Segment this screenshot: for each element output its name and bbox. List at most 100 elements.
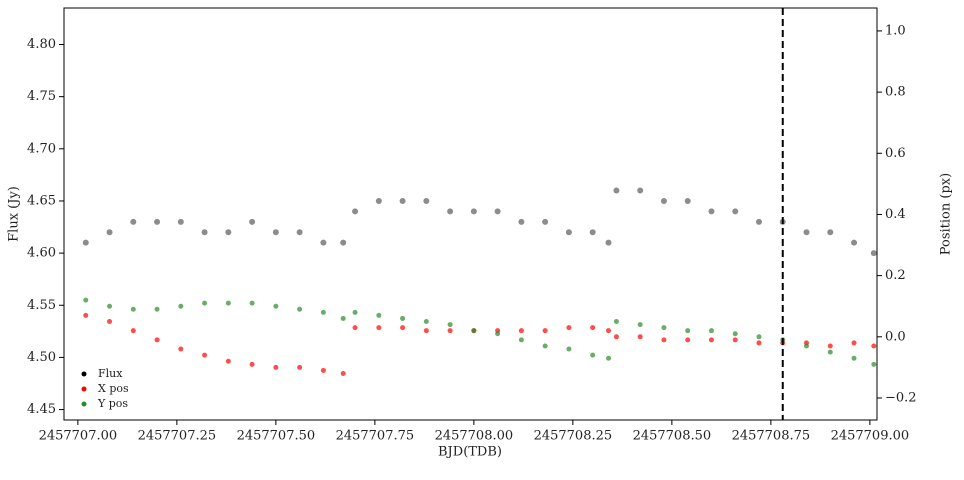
point	[732, 208, 739, 215]
point	[352, 325, 358, 331]
point	[273, 364, 279, 370]
point	[107, 319, 113, 325]
x-tick-label: 2457709.00	[831, 429, 910, 444]
x-tick-label: 2457708.00	[435, 429, 514, 444]
point	[542, 218, 549, 225]
point	[470, 208, 477, 215]
point	[177, 218, 184, 225]
point	[566, 346, 572, 352]
point	[130, 306, 136, 312]
point	[320, 367, 326, 373]
x-tick-label: 2457707.50	[237, 429, 316, 444]
point	[606, 355, 612, 361]
point	[708, 328, 714, 334]
point	[518, 337, 524, 343]
legend-marker	[81, 386, 87, 392]
y-tick-label: 4.65	[27, 193, 56, 208]
y-tick-label: 4.45	[27, 402, 56, 417]
point	[494, 208, 501, 215]
point	[272, 229, 279, 236]
point	[613, 187, 620, 194]
point	[685, 337, 691, 343]
point	[871, 343, 877, 349]
y-tick-label: 4.55	[27, 298, 56, 313]
point	[83, 297, 89, 303]
x-tick-label: 2457708.75	[732, 429, 811, 444]
y-tick-label: 4.75	[27, 89, 56, 104]
legend-label: X pos	[98, 382, 129, 395]
y2-tick-label: 0.6	[885, 146, 906, 161]
point	[202, 300, 208, 306]
point	[589, 229, 596, 236]
point	[178, 303, 184, 309]
point	[202, 352, 208, 358]
legend-marker	[81, 401, 87, 407]
point	[423, 328, 429, 334]
point	[495, 331, 501, 337]
point	[605, 239, 612, 246]
point	[851, 340, 857, 346]
point	[400, 325, 406, 331]
point	[376, 312, 382, 318]
point	[107, 303, 113, 309]
point	[249, 218, 256, 225]
point	[804, 343, 810, 349]
x-tick-label: 2457708.50	[633, 429, 712, 444]
x-tick-label: 2457707.75	[336, 429, 415, 444]
point	[178, 346, 184, 352]
x-tick-label: 2457707.00	[39, 429, 118, 444]
point	[471, 328, 477, 334]
point	[870, 250, 877, 257]
point	[447, 328, 453, 334]
point	[447, 208, 454, 215]
point	[851, 239, 858, 246]
point	[566, 325, 572, 331]
point	[352, 309, 358, 315]
point	[130, 328, 136, 334]
point	[82, 239, 89, 246]
point	[613, 334, 619, 340]
point	[637, 187, 644, 194]
y2-tick-label: 0.2	[885, 268, 906, 283]
point	[827, 229, 834, 236]
point	[756, 340, 762, 346]
point	[225, 300, 231, 306]
y-tick-label: 4.50	[27, 350, 56, 365]
point	[732, 331, 738, 337]
point	[399, 197, 406, 204]
point	[542, 328, 548, 334]
point	[154, 218, 161, 225]
point	[708, 337, 714, 343]
point	[273, 303, 279, 309]
y-tick-label: 4.60	[27, 246, 56, 261]
point	[732, 337, 738, 343]
x-tick-label: 2457708.25	[534, 429, 613, 444]
point	[871, 361, 877, 367]
point	[590, 325, 596, 331]
point	[613, 319, 619, 325]
point	[340, 371, 346, 377]
point	[827, 343, 833, 349]
point	[606, 328, 612, 334]
point	[249, 300, 255, 306]
point	[83, 312, 89, 318]
y-axis-label: Flux (Jy)	[7, 186, 22, 242]
y2-tick-label: 0.8	[885, 85, 906, 100]
legend-label: Flux	[98, 367, 123, 380]
point	[756, 334, 762, 340]
point	[400, 315, 406, 321]
point	[684, 197, 691, 204]
point	[708, 208, 715, 215]
point	[106, 229, 113, 236]
point	[154, 337, 160, 343]
y2-axis-label: Position (px)	[939, 173, 954, 255]
legend-label: Y pos	[97, 397, 128, 410]
point	[201, 229, 208, 236]
point	[685, 328, 691, 334]
point	[423, 197, 430, 204]
legend-marker	[81, 371, 87, 377]
point	[590, 352, 596, 358]
point	[352, 208, 359, 215]
point	[637, 322, 643, 328]
